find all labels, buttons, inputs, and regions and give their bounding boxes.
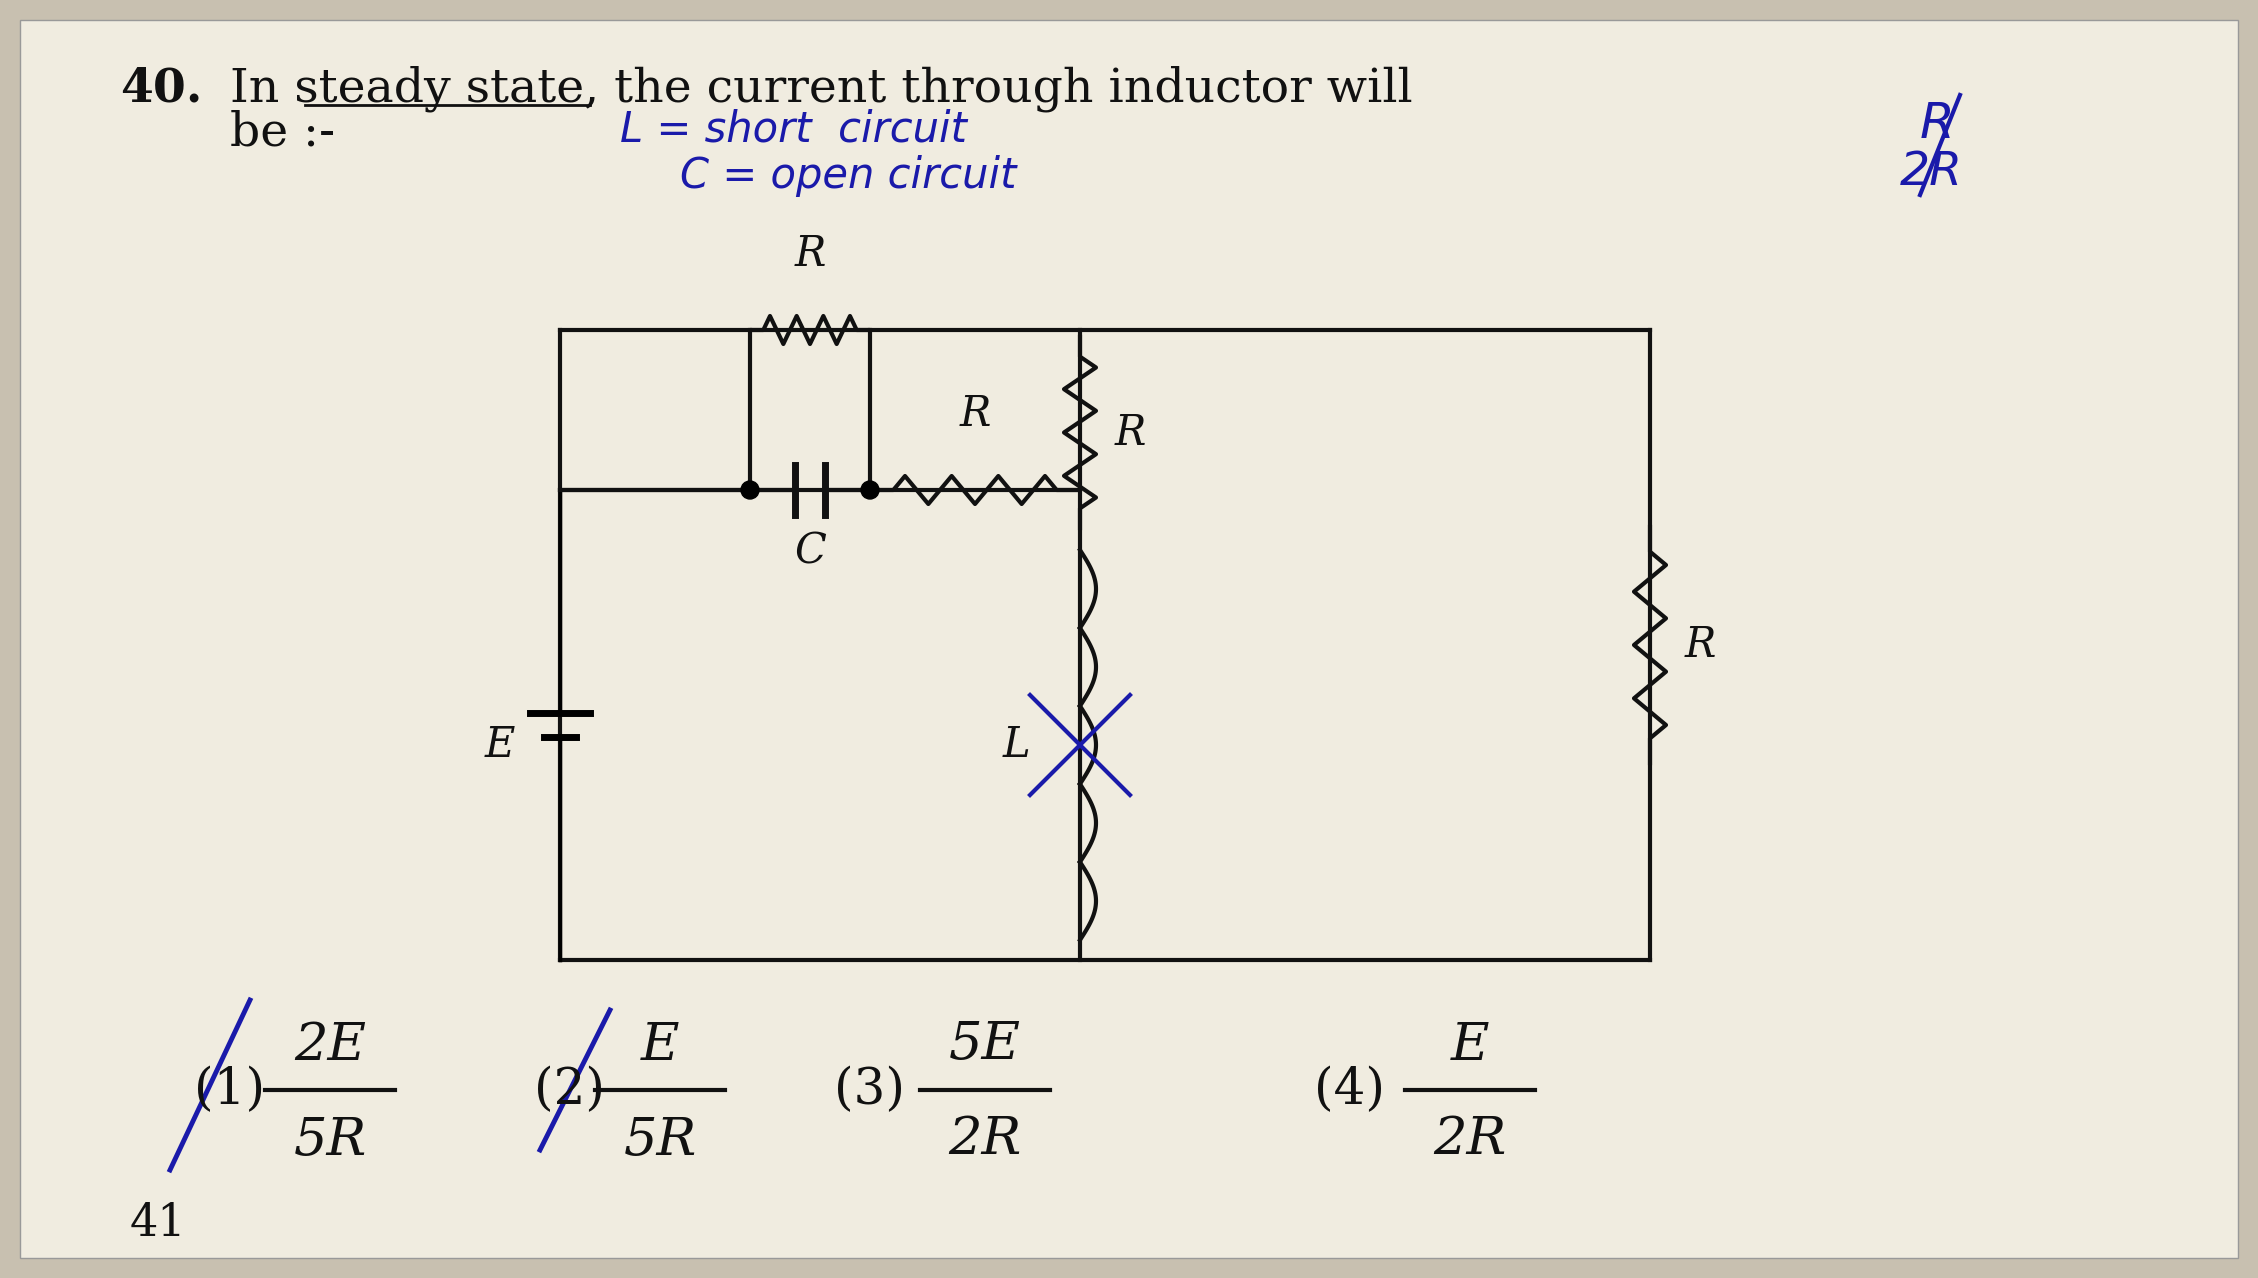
- Text: 2R: 2R: [1899, 150, 1962, 196]
- Text: R: R: [1115, 412, 1147, 454]
- Circle shape: [860, 481, 878, 498]
- Text: be :-: be :-: [230, 110, 334, 155]
- Text: (4): (4): [1314, 1066, 1386, 1114]
- Text: 41: 41: [131, 1201, 187, 1245]
- Text: 2R: 2R: [948, 1114, 1021, 1166]
- FancyBboxPatch shape: [20, 20, 2238, 1258]
- Text: 40.: 40.: [120, 65, 203, 111]
- Text: 5R: 5R: [623, 1114, 698, 1166]
- Text: In steady state, the current through inductor will: In steady state, the current through ind…: [230, 65, 1414, 111]
- Text: C: C: [795, 530, 826, 573]
- Text: R: R: [960, 394, 991, 435]
- Text: R: R: [795, 233, 826, 275]
- Text: E: E: [1450, 1020, 1490, 1071]
- Text: (1): (1): [194, 1066, 266, 1114]
- Text: 5R: 5R: [294, 1114, 366, 1166]
- Text: E: E: [641, 1020, 680, 1071]
- Text: 2R: 2R: [1434, 1114, 1506, 1166]
- Text: 5E: 5E: [948, 1020, 1021, 1071]
- Circle shape: [741, 481, 759, 498]
- Text: (3): (3): [835, 1066, 905, 1114]
- Text: R: R: [1684, 624, 1716, 666]
- Text: (2): (2): [535, 1066, 605, 1114]
- Text: L: L: [1003, 725, 1030, 766]
- Text: C = open circuit: C = open circuit: [680, 155, 1016, 197]
- Text: E: E: [485, 725, 515, 766]
- Text: 2E: 2E: [294, 1020, 366, 1071]
- Text: L = short  circuit: L = short circuit: [621, 109, 966, 150]
- Text: R: R: [1919, 100, 1955, 148]
